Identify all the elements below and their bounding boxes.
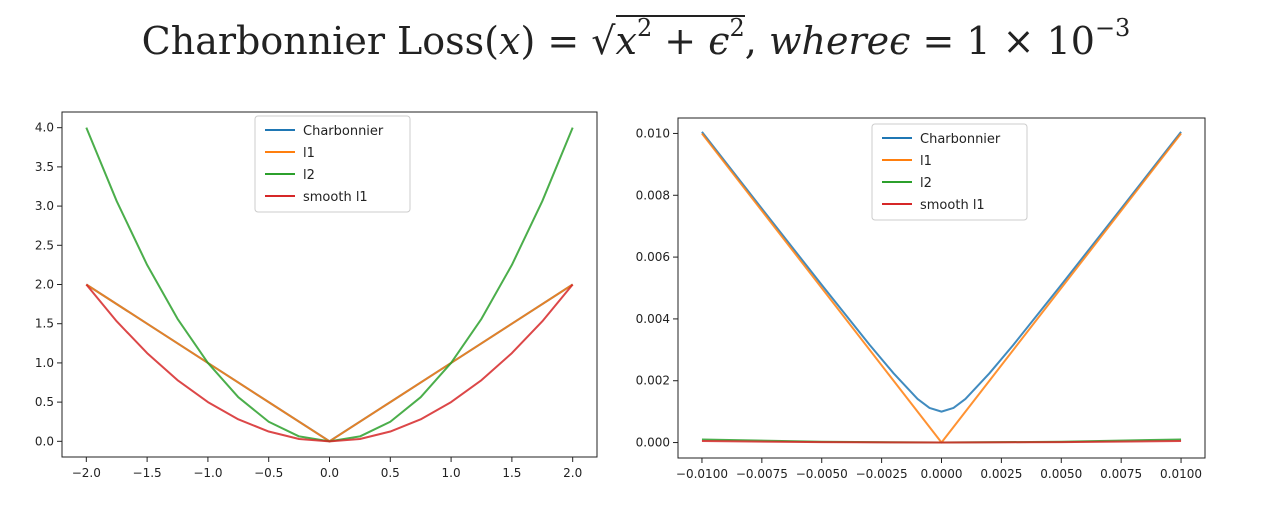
y-tick-label: 0.5 bbox=[35, 395, 54, 409]
chart-right: −0.0100 −0.0075 −0.0050 −0.0025 0.0000 0.0025… bbox=[636, 117, 1206, 481]
title-lhs: Charbonnier Loss( bbox=[141, 19, 500, 63]
title-rhs1: ) = bbox=[520, 19, 592, 63]
series-line-charbonnier bbox=[701, 131, 1182, 413]
legend: Charbonnier l1 l2 smooth l1 bbox=[254, 115, 411, 213]
x-tick-label: −0.0050 bbox=[796, 467, 848, 481]
x-tick-label: 0.0000 bbox=[921, 467, 963, 481]
legend-label: l2 bbox=[920, 176, 932, 191]
y-tick-label: 3.0 bbox=[35, 199, 54, 213]
x-tick-label: −0.5 bbox=[254, 466, 283, 480]
y-tick-label: 0.004 bbox=[636, 312, 670, 326]
y-tick-label: 1.5 bbox=[35, 317, 54, 331]
title-eq: = 1 × 10 bbox=[910, 19, 1095, 63]
x-tick-label: −2.0 bbox=[72, 466, 101, 480]
legend-box bbox=[254, 115, 411, 213]
title-var: x bbox=[499, 19, 521, 63]
x-tick-label: 0.0075 bbox=[1100, 467, 1142, 481]
x-tick-label: −1.0 bbox=[193, 466, 222, 480]
x-tick-label: 1.0 bbox=[442, 466, 461, 480]
y-tick-label: 0.002 bbox=[636, 374, 670, 388]
legend-label: smooth l1 bbox=[303, 190, 368, 205]
x-tick-label: 0.0025 bbox=[980, 467, 1022, 481]
x-tick-label: −0.0075 bbox=[736, 467, 788, 481]
y-tick-label: 0.0 bbox=[35, 434, 54, 448]
x-tick-label: 2.0 bbox=[563, 466, 582, 480]
title-sq2: 2 bbox=[729, 14, 745, 42]
chart-left: −2.0 −1.5 −1.0 −0.5 0.0 0.5 1.0 1.5 2.0 0.0 0.5 1.0… bbox=[35, 111, 598, 480]
legend-label: Charbonnier bbox=[920, 132, 1001, 147]
legend-label: smooth l1 bbox=[920, 198, 985, 213]
series-line-smooth-l1 bbox=[85, 283, 574, 443]
title-exp: −3 bbox=[1094, 14, 1131, 42]
y-tick-label: 4.0 bbox=[35, 121, 54, 135]
x-tick-label: 0.0050 bbox=[1040, 467, 1082, 481]
title-x: x bbox=[615, 19, 637, 63]
title-sqrt: √ bbox=[591, 19, 616, 63]
legend: Charbonnier l1 l2 smooth l1 bbox=[871, 123, 1028, 221]
figure-title: Charbonnier Loss(x) = √x2 + ϵ2, whereϵ =… bbox=[0, 14, 1272, 74]
y-tick-label: 0.000 bbox=[636, 436, 670, 450]
x-tick-label: 0.0 bbox=[320, 466, 339, 480]
legend-label: Charbonnier bbox=[303, 124, 384, 139]
legend-box bbox=[871, 123, 1028, 221]
legend-label: l1 bbox=[920, 154, 932, 169]
legend-label: l1 bbox=[303, 146, 315, 161]
x-tick-label: −0.0100 bbox=[676, 467, 728, 481]
x-tick-label: −0.0025 bbox=[856, 467, 908, 481]
y-tick-label: 2.0 bbox=[35, 278, 54, 292]
title-comma: , bbox=[744, 19, 769, 63]
x-tick-label: 0.0100 bbox=[1160, 467, 1202, 481]
title-sq: 2 bbox=[636, 14, 653, 42]
title-eps: ϵ bbox=[708, 19, 730, 63]
y-tick-label: 1.0 bbox=[35, 356, 54, 370]
legend-label: l2 bbox=[303, 168, 315, 183]
x-tick-label: 1.5 bbox=[502, 466, 521, 480]
y-tick-label: 2.5 bbox=[35, 238, 54, 252]
y-tick-label: 0.008 bbox=[636, 188, 670, 202]
x-tick-label: 0.5 bbox=[381, 466, 400, 480]
y-tick-label: 0.006 bbox=[636, 250, 670, 264]
y-tick-label: 3.5 bbox=[35, 160, 54, 174]
title-plus: + bbox=[652, 19, 709, 63]
title-where: whereϵ bbox=[768, 19, 911, 63]
series-line-smooth-l1 bbox=[701, 440, 1182, 444]
title-radicand: x2 + ϵ2 bbox=[615, 14, 745, 63]
y-tick-label: 0.010 bbox=[636, 126, 670, 140]
x-tick-label: −1.5 bbox=[133, 466, 162, 480]
